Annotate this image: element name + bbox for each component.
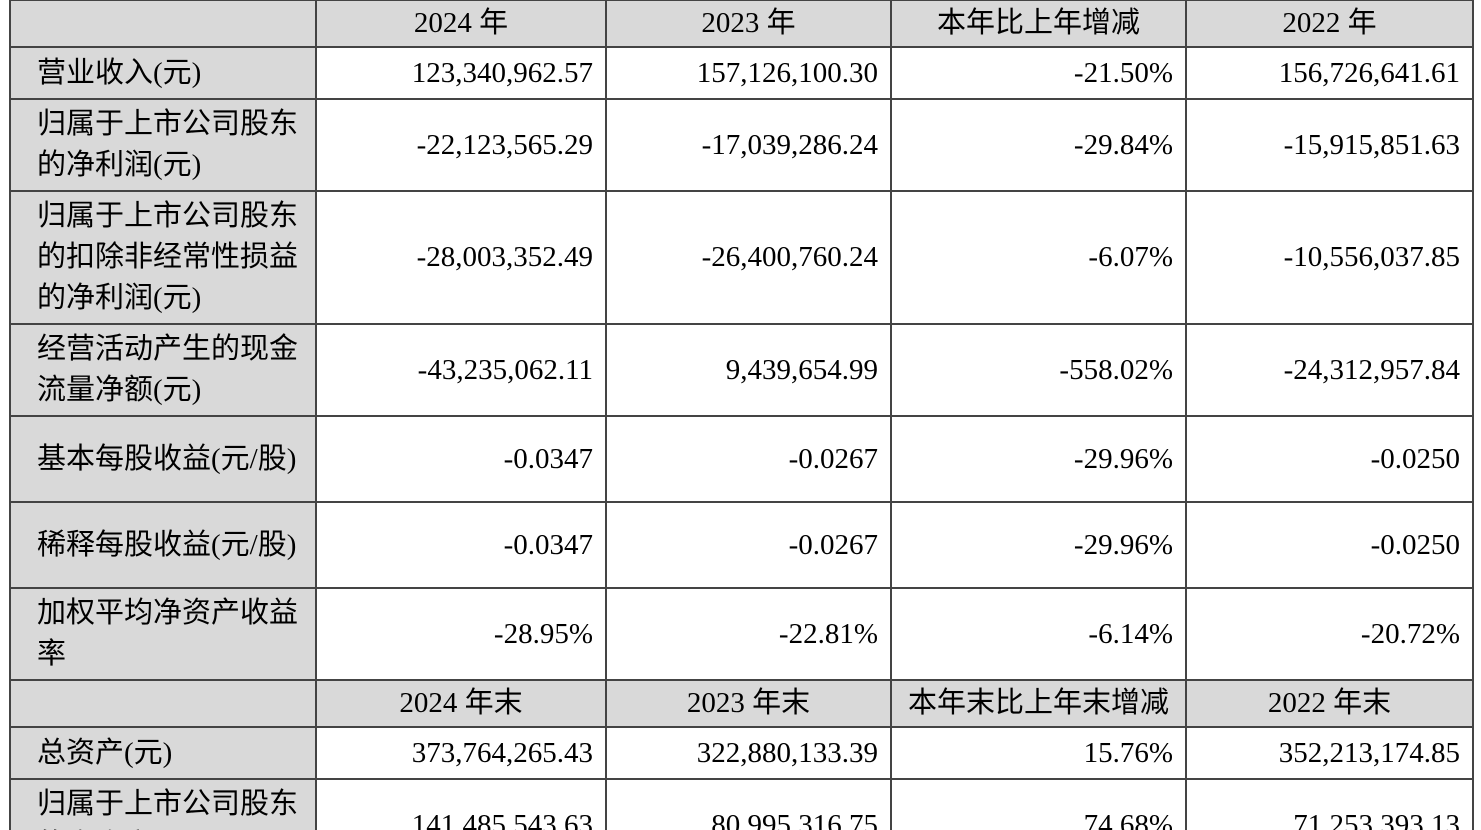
value-yoy-change: -21.50%: [890, 46, 1187, 100]
column-header-2022-year-end: 2022 年末: [1185, 679, 1474, 728]
value-2023: 322,880,133.39: [605, 726, 892, 780]
table-row-operating-revenue: 营业收入(元) 123,340,962.57 157,126,100.30 -2…: [9, 46, 1474, 100]
value-2022: -15,915,851.63: [1185, 98, 1474, 192]
value-yoy-change: -29.84%: [890, 98, 1187, 192]
value-2022: -0.0250: [1185, 501, 1474, 589]
table-row-basic-eps: 基本每股收益(元/股) -0.0347 -0.0267 -29.96% -0.0…: [9, 415, 1474, 503]
table-header-row-annual: 2024 年 2023 年 本年比上年增减 2022 年: [9, 0, 1474, 48]
value-yoy-change: -6.07%: [890, 190, 1187, 325]
table-row-diluted-eps: 稀释每股收益(元/股) -0.0347 -0.0267 -29.96% -0.0…: [9, 501, 1474, 589]
value-2023: -0.0267: [605, 415, 892, 503]
row-label: 归属于上市公司股东的净资产(元): [9, 778, 317, 830]
value-2023: 9,439,654.99: [605, 323, 892, 417]
row-label: 归属于上市公司股东的净利润(元): [9, 98, 317, 192]
value-2023: 157,126,100.30: [605, 46, 892, 100]
column-header-2022: 2022 年: [1185, 0, 1474, 48]
value-2024: -0.0347: [315, 415, 607, 503]
value-2022: 352,213,174.85: [1185, 726, 1474, 780]
value-2022: -20.72%: [1185, 587, 1474, 681]
row-label: 营业收入(元): [9, 46, 317, 100]
table-row-total-assets: 总资产(元) 373,764,265.43 322,880,133.39 15.…: [9, 726, 1474, 780]
value-yoy-change: -558.02%: [890, 323, 1187, 417]
value-2024: 373,764,265.43: [315, 726, 607, 780]
value-yoy-change: 15.76%: [890, 726, 1187, 780]
value-2022: -0.0250: [1185, 415, 1474, 503]
value-2023: -17,039,286.24: [605, 98, 892, 192]
value-yoy-change: 74.68%: [890, 778, 1187, 830]
value-2022: -24,312,957.84: [1185, 323, 1474, 417]
row-label: 基本每股收益(元/股): [9, 415, 317, 503]
value-2024: 141,485,543.63: [315, 778, 607, 830]
row-label: 总资产(元): [9, 726, 317, 780]
table-row-net-assets-attributable: 归属于上市公司股东的净资产(元) 141,485,543.63 80,995,3…: [9, 778, 1474, 830]
value-yoy-change: -6.14%: [890, 587, 1187, 681]
column-header-2024: 2024 年: [315, 0, 607, 48]
column-header-2023-year-end: 2023 年末: [605, 679, 892, 728]
value-2022: -10,556,037.85: [1185, 190, 1474, 325]
table-row-net-profit-excl-nonrecurring: 归属于上市公司股东的扣除非经常性损益的净利润(元) -28,003,352.49…: [9, 190, 1474, 325]
value-2024: -22,123,565.29: [315, 98, 607, 192]
value-yoy-change: -29.96%: [890, 415, 1187, 503]
value-2024: 123,340,962.57: [315, 46, 607, 100]
row-label: 加权平均净资产收益率: [9, 587, 317, 681]
column-header-yoy-change: 本年比上年增减: [890, 0, 1187, 48]
row-label: 经营活动产生的现金流量净额(元): [9, 323, 317, 417]
header-cell-blank: [9, 0, 317, 48]
column-header-2023: 2023 年: [605, 0, 892, 48]
table-row-operating-cash-flow: 经营活动产生的现金流量净额(元) -43,235,062.11 9,439,65…: [9, 323, 1474, 417]
value-2024: -0.0347: [315, 501, 607, 589]
header-cell-blank: [9, 679, 317, 728]
column-header-2024-year-end: 2024 年末: [315, 679, 607, 728]
value-2023: 80,995,316.75: [605, 778, 892, 830]
value-2023: -0.0267: [605, 501, 892, 589]
value-2022: 156,726,641.61: [1185, 46, 1474, 100]
table-header-row-year-end: 2024 年末 2023 年末 本年末比上年末增减 2022 年末: [9, 679, 1474, 728]
financial-summary-table: 2024 年 2023 年 本年比上年增减 2022 年 营业收入(元) 123…: [9, 0, 1474, 830]
value-2024: -28,003,352.49: [315, 190, 607, 325]
column-header-year-end-change: 本年末比上年末增减: [890, 679, 1187, 728]
row-label: 稀释每股收益(元/股): [9, 501, 317, 589]
value-yoy-change: -29.96%: [890, 501, 1187, 589]
row-label: 归属于上市公司股东的扣除非经常性损益的净利润(元): [9, 190, 317, 325]
value-2022: 71,253,393.13: [1185, 778, 1474, 830]
table-row-net-profit-attributable: 归属于上市公司股东的净利润(元) -22,123,565.29 -17,039,…: [9, 98, 1474, 192]
value-2024: -43,235,062.11: [315, 323, 607, 417]
value-2024: -28.95%: [315, 587, 607, 681]
value-2023: -22.81%: [605, 587, 892, 681]
value-2023: -26,400,760.24: [605, 190, 892, 325]
table-row-weighted-avg-roe: 加权平均净资产收益率 -28.95% -22.81% -6.14% -20.72…: [9, 587, 1474, 681]
